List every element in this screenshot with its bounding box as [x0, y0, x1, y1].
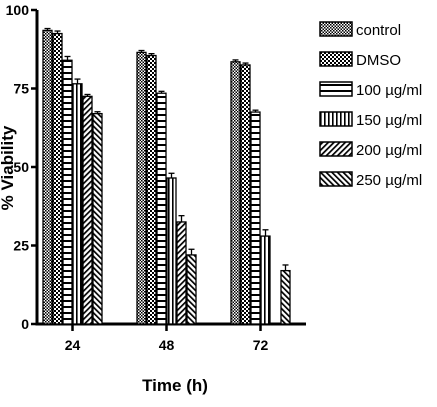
y-tick-label-1: 25 [13, 238, 29, 254]
y-axis-title: % Viability [0, 125, 17, 210]
bar-24-3 [72, 83, 83, 325]
bar-24-5 [92, 112, 103, 325]
legend-label-2: 100 µg/ml [356, 82, 422, 99]
bar-72-0 [230, 61, 241, 325]
bar-48-5 [186, 254, 197, 325]
legend-label-5: 250 µg/ml [356, 172, 422, 189]
x-tick-label-24: 24 [65, 337, 81, 353]
bar-24-4 [82, 95, 93, 325]
legend-label-0: control [356, 22, 401, 39]
legend-swatch-4 [319, 141, 353, 157]
bar-72-1 [240, 64, 251, 325]
bar-72-2 [250, 111, 261, 325]
y-tick-label-2: 50 [13, 159, 29, 175]
bar-48-2 [156, 92, 167, 325]
y-tick-label-3: 75 [13, 81, 29, 97]
legend-swatch-3 [319, 111, 353, 127]
bar-24-1 [52, 32, 63, 325]
bar-48-3 [166, 177, 177, 325]
bar-72-3 [260, 235, 271, 325]
legend-label-3: 150 µg/ml [356, 112, 422, 129]
x-tick-label-48: 48 [159, 337, 175, 353]
legend-swatch-5 [319, 171, 353, 187]
bar-72-5 [280, 269, 291, 325]
legend-label-4: 200 µg/ml [356, 142, 422, 159]
y-tick-label-0: 0 [21, 316, 29, 332]
legend-swatch-2 [319, 81, 353, 97]
legend: control DMSO 100 µg/ml 150 µg/ml 200 µg/ml 25… [319, 21, 422, 189]
legend-label-1: DMSO [356, 52, 401, 69]
x-tick-label-72: 72 [253, 337, 269, 353]
bar-24-2 [62, 59, 73, 325]
legend-swatch-1 [319, 51, 353, 67]
y-tick-label-4: 100 [6, 2, 30, 18]
legend-swatch-0 [319, 21, 353, 37]
bar-48-0 [136, 51, 147, 325]
bar-24-0 [42, 29, 53, 325]
x-axis-title: Time (h) [142, 376, 208, 395]
bar-48-4 [176, 221, 187, 325]
bar-48-1 [146, 54, 157, 325]
plot-area: 0 25 50 75 100 24 48 72 [6, 2, 306, 353]
